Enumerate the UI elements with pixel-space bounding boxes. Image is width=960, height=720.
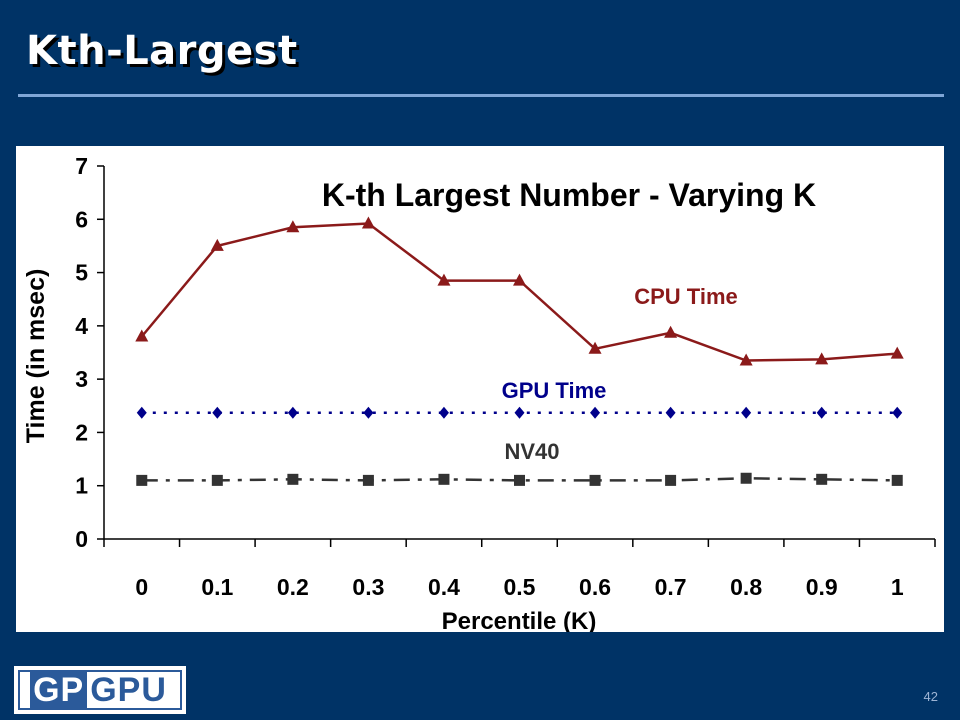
data-point-square [136, 474, 148, 486]
data-point-triangle [286, 220, 300, 233]
y-tick-label: 0 [75, 526, 88, 552]
data-point-triangle [437, 273, 451, 286]
data-point-diamond [136, 406, 147, 419]
x-tick-label: 0 [135, 574, 148, 600]
data-point-triangle [210, 238, 224, 251]
gpgpu-logo: GP GPU [14, 666, 186, 714]
y-tick-label: 2 [75, 419, 88, 445]
series-label: CPU Time [634, 284, 738, 309]
line-chart: 0 1 2 3 4 5 6 7 0 0.1 0.2 0.3 0.4 0.5 0.6 0.7 0.8 0.9 1 Per… [22, 153, 936, 632]
data-point-diamond [816, 406, 827, 419]
data-point-diamond [665, 406, 676, 419]
x-tick-label: 0.5 [504, 574, 536, 600]
data-point-triangle [513, 273, 526, 286]
y-tick-label: 7 [75, 153, 88, 179]
x-tick-label: 0.7 [655, 574, 687, 600]
y-axis-title: Time (in msec) [22, 269, 50, 444]
y-tick-label: 1 [75, 473, 88, 499]
series-line-cpu-time [140, 222, 898, 362]
data-point-diamond [514, 406, 525, 419]
data-point-triangle [588, 341, 602, 354]
y-tick-label: 6 [75, 206, 88, 232]
logo-text-gpu: GPU [90, 671, 167, 709]
x-axis-title: Percentile (K) [442, 608, 597, 632]
data-point-square [740, 472, 752, 484]
data-point-square [362, 474, 374, 486]
data-point-square [514, 474, 525, 486]
slide-title: Kth-Largest [26, 28, 298, 74]
x-tick-label: 0.1 [201, 574, 233, 600]
data-point-square [665, 474, 677, 486]
data-point-square [438, 473, 450, 485]
data-point-triangle [890, 346, 904, 359]
x-tick-label: 0.4 [428, 574, 460, 600]
chart-title: K-th Largest Number - Varying K [322, 177, 816, 213]
data-point-square [287, 473, 299, 485]
data-point-diamond [590, 406, 601, 419]
data-point-diamond [892, 406, 903, 419]
series-label: GPU Time [502, 378, 607, 403]
x-tick-label: 0.9 [806, 574, 838, 600]
data-point-square [589, 474, 601, 486]
data-point-diamond [363, 406, 374, 419]
x-tick-label: 0.6 [579, 574, 611, 600]
data-point-triangle [135, 329, 149, 342]
x-tick-label: 0.8 [730, 574, 762, 600]
data-point-diamond [741, 406, 752, 419]
x-tick-label: 1 [891, 574, 904, 600]
page-number: 42 [923, 689, 938, 704]
y-tick-label: 4 [75, 313, 88, 339]
data-point-diamond [212, 406, 223, 419]
data-point-triangle [361, 216, 375, 229]
y-tick-label: 3 [75, 366, 88, 392]
data-point-diamond [287, 406, 298, 419]
title-divider [18, 94, 944, 97]
data-point-diamond [438, 406, 449, 419]
x-tick-label: 0.2 [277, 574, 309, 600]
series-label: NV40 [504, 439, 559, 464]
data-point-triangle [815, 352, 829, 365]
x-tick-label: 0.3 [352, 574, 384, 600]
chart-panel: 0 1 2 3 4 5 6 7 0 0.1 0.2 0.3 0.4 0.5 0.6 0.7 0.8 0.9 1 Per… [16, 146, 944, 632]
data-point-triangle [739, 353, 753, 366]
data-point-square [891, 474, 903, 486]
data-point-square [816, 473, 828, 485]
data-point-triangle [664, 325, 678, 338]
logo-text-gp: GP [30, 671, 88, 709]
data-point-square [211, 474, 223, 486]
y-tick-label: 5 [75, 260, 88, 286]
